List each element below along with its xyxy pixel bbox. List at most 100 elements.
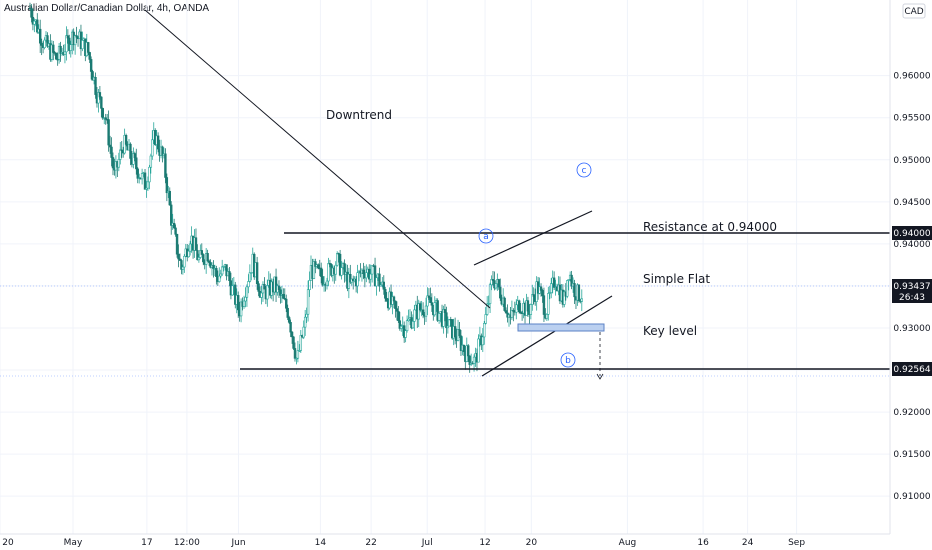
candle-body — [418, 303, 422, 311]
candle-body — [165, 177, 169, 194]
candle-body — [81, 40, 84, 50]
candle-body — [100, 96, 103, 109]
candle-body — [178, 258, 182, 261]
candle-body — [98, 92, 102, 98]
candle-body — [248, 272, 252, 282]
candle-body — [236, 295, 240, 311]
candle-body — [429, 297, 432, 303]
candle-body — [68, 37, 71, 51]
resistance-price-label: 0.94000 — [893, 229, 930, 239]
y-tick-label: 0.92000 — [893, 408, 930, 418]
candle-body — [328, 263, 332, 265]
candle-body — [462, 344, 466, 353]
candle-body — [340, 267, 343, 276]
y-tick-label: 0.95000 — [893, 156, 930, 166]
y-tick-label: 0.95500 — [893, 114, 930, 124]
candles — [28, 2, 584, 373]
candle-body — [336, 253, 339, 266]
y-tick-label: 0.94000 — [893, 240, 930, 250]
wave-b-marker[interactable] — [560, 352, 576, 368]
candle-body — [188, 243, 192, 252]
candle-body — [212, 265, 215, 269]
candle-body — [59, 45, 62, 54]
candle-body — [529, 304, 533, 315]
candle-body — [151, 139, 154, 157]
key-level-zone[interactable] — [517, 323, 605, 332]
candle-body — [225, 264, 228, 277]
candle-body — [143, 172, 147, 190]
candle-body — [293, 348, 297, 359]
candle-body — [321, 276, 324, 286]
channel-upper-line[interactable] — [473, 210, 593, 266]
candle-body — [379, 284, 383, 287]
candle-body — [515, 304, 518, 313]
channel-lower-line[interactable] — [481, 295, 613, 377]
candle-body — [245, 286, 249, 298]
x-tick-label: Sep — [788, 538, 805, 548]
candle-body — [124, 135, 128, 145]
candle-body — [207, 260, 211, 263]
wave-c-label: c — [582, 166, 587, 176]
candle-body — [87, 42, 90, 53]
candle-body — [194, 237, 198, 251]
candle-body — [503, 297, 506, 311]
candle-body — [531, 294, 534, 305]
candle-body — [88, 52, 91, 60]
candle-body — [319, 267, 323, 277]
candle-body — [231, 285, 234, 296]
candle-body — [257, 283, 260, 292]
candle-body — [170, 204, 173, 226]
projection-arrow-icon — [596, 373, 604, 380]
candle-body — [497, 279, 501, 288]
candle-body — [206, 253, 209, 262]
candle-body — [448, 319, 451, 327]
chart-title: Australian Dollar/Canadian Dollar, 4h, O… — [4, 3, 210, 14]
candle-body — [177, 253, 180, 260]
candle-body — [149, 155, 153, 168]
candle-body — [289, 322, 292, 333]
support-price-label: 0.92564 — [893, 365, 930, 375]
candle-body — [468, 355, 471, 365]
candle-body — [250, 272, 253, 274]
time-axis[interactable]: 20 May 17 12:00 Jun 14 22 Jul 12 20 Aug 16 24 Sep — [0, 533, 890, 548]
currency-badge[interactable] — [902, 3, 926, 19]
candle-body — [209, 262, 212, 268]
candle-body — [325, 280, 329, 286]
y-tick-label: 0.91000 — [893, 492, 930, 502]
candle-body — [343, 263, 346, 275]
candle-body — [445, 312, 448, 329]
candle-body — [218, 275, 221, 282]
candle-body — [282, 294, 285, 299]
candle-body — [545, 314, 549, 319]
candle-body — [43, 39, 46, 48]
candle-body — [362, 269, 365, 275]
price-axis[interactable]: CAD 0.960000.955000.950000.945000.940000… — [889, 0, 932, 534]
x-tick-label: 22 — [365, 538, 376, 548]
key-level-label: Key level — [643, 324, 697, 338]
candle-body — [446, 325, 450, 329]
candle-body — [510, 310, 514, 318]
downtrend-line[interactable] — [144, 9, 491, 309]
candle-body — [65, 35, 68, 53]
candle-body — [436, 300, 439, 321]
wave-a-marker[interactable] — [478, 228, 494, 244]
x-tick-label: 12:00 — [174, 538, 200, 548]
candle-body — [327, 263, 330, 282]
candle-body — [472, 356, 476, 364]
candle-body — [404, 330, 407, 338]
x-tick-label: May — [64, 538, 83, 548]
candle-body — [73, 35, 77, 46]
candle-body — [108, 144, 112, 148]
candle-body — [97, 92, 100, 104]
candle-body — [467, 345, 470, 357]
annotations: Downtrend Resistance at 0.94000 Simple F… — [326, 108, 777, 368]
candle-body — [200, 250, 204, 255]
candle-body — [504, 310, 508, 314]
wave-c-marker[interactable] — [576, 162, 592, 178]
candle-body — [417, 303, 420, 320]
candle-body — [117, 159, 121, 168]
candle-body — [539, 286, 543, 291]
candle-body — [263, 283, 266, 290]
candle-body — [526, 300, 530, 312]
